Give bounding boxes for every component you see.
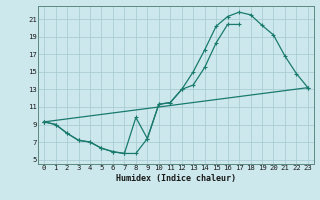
X-axis label: Humidex (Indice chaleur): Humidex (Indice chaleur) (116, 174, 236, 183)
